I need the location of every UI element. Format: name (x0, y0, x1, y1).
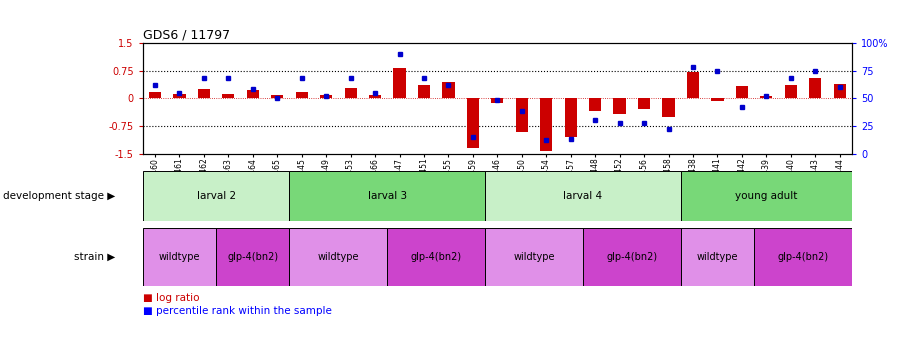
Text: wildtype: wildtype (318, 252, 359, 262)
Text: glp-4(bn2): glp-4(bn2) (606, 252, 658, 262)
Text: wildtype: wildtype (696, 252, 738, 262)
Bar (173, 94, 185, 98)
Bar (485, 228, 583, 286)
Bar (760, 96, 773, 98)
Bar (222, 94, 235, 98)
Text: ■ log ratio: ■ log ratio (143, 293, 199, 303)
Text: wildtype: wildtype (158, 252, 200, 262)
Text: strain ▶: strain ▶ (74, 252, 115, 262)
Text: larval 4: larval 4 (564, 191, 602, 201)
Bar (565, 98, 577, 137)
Text: larval 3: larval 3 (367, 191, 407, 201)
Bar (143, 228, 216, 286)
Bar (467, 98, 479, 148)
Bar (442, 82, 455, 98)
Text: glp-4(bn2): glp-4(bn2) (227, 252, 278, 262)
Bar (271, 95, 284, 98)
Bar (540, 98, 553, 151)
Bar (388, 228, 485, 286)
Text: young adult: young adult (735, 191, 798, 201)
Bar (662, 98, 674, 117)
Bar (785, 85, 797, 98)
Text: wildtype: wildtype (513, 252, 554, 262)
Bar (289, 171, 485, 221)
Bar (149, 91, 161, 98)
Bar (583, 228, 681, 286)
Bar (485, 171, 681, 221)
Text: larval 2: larval 2 (196, 191, 236, 201)
Bar (834, 84, 845, 98)
Bar (810, 78, 822, 98)
Bar (638, 98, 650, 109)
Bar (369, 95, 381, 98)
Bar (289, 228, 388, 286)
Bar (344, 88, 356, 98)
Bar (687, 72, 699, 98)
Text: glp-4(bn2): glp-4(bn2) (777, 252, 829, 262)
Bar (589, 98, 601, 111)
Bar (198, 89, 210, 98)
Bar (216, 228, 289, 286)
Bar (418, 85, 430, 98)
Bar (296, 91, 308, 98)
Bar (393, 68, 405, 98)
Text: GDS6 / 11797: GDS6 / 11797 (143, 29, 230, 42)
Text: development stage ▶: development stage ▶ (3, 191, 115, 201)
Text: ■ percentile rank within the sample: ■ percentile rank within the sample (143, 306, 332, 316)
Bar (491, 98, 504, 102)
Bar (247, 90, 259, 98)
Bar (516, 98, 528, 132)
Bar (681, 171, 852, 221)
Text: glp-4(bn2): glp-4(bn2) (411, 252, 461, 262)
Bar (711, 98, 724, 101)
Bar (754, 228, 852, 286)
Bar (681, 228, 754, 286)
Bar (143, 171, 289, 221)
Bar (613, 98, 625, 114)
Bar (321, 95, 332, 98)
Bar (736, 86, 748, 98)
